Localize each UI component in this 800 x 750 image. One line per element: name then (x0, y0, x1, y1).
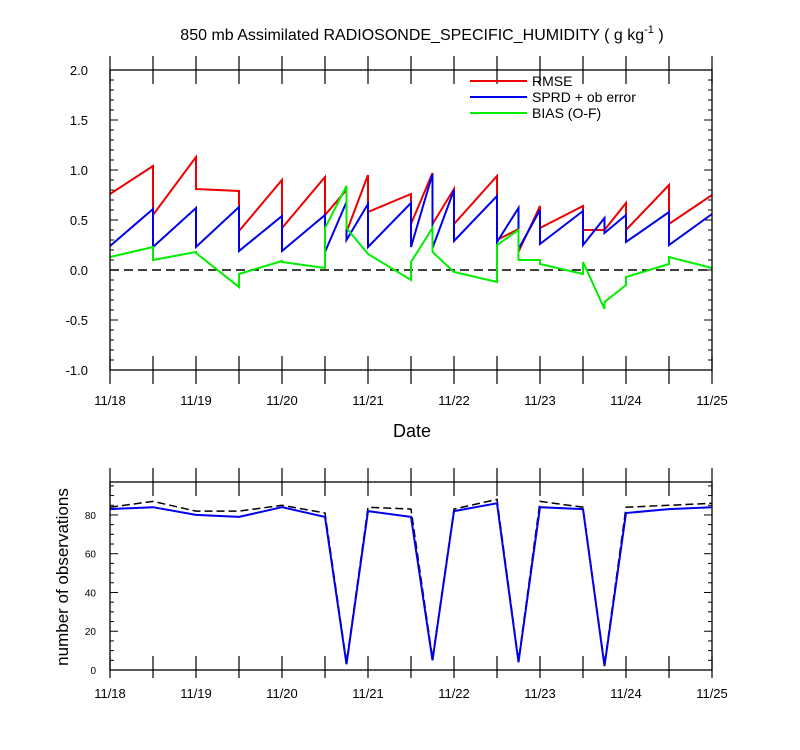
x-tick-label: 11/21 (352, 686, 384, 701)
x-tick-label: 11/23 (524, 686, 556, 701)
x-tick-label: 11/21 (352, 393, 384, 408)
top-plot-series (109, 153, 713, 310)
x-tick-label: 11/24 (610, 393, 642, 408)
y-tick-label: 1.0 (70, 163, 88, 178)
x-tick-label: 11/25 (696, 686, 728, 701)
y-tick-label: 0.0 (70, 263, 88, 278)
y-tick-label: 2.0 (70, 63, 88, 78)
y-tick-label: 40 (85, 588, 97, 599)
top-y-tick-labels: 2.0 1.5 1.0 0.5 0.0 -0.5 -1.0 (66, 63, 88, 378)
y-tick-label: 0 (90, 666, 96, 677)
y-tick-label: 1.5 (70, 113, 88, 128)
series-line-sprd-ob-error (109, 173, 713, 254)
legend: RMSE SPRD + ob error BIAS (O-F) (470, 73, 636, 121)
top-plot-frame (109, 69, 713, 371)
x-tick-label: 11/23 (524, 393, 556, 408)
x-tick-label: 11/19 (180, 686, 212, 701)
y-tick-label: 60 (85, 550, 97, 561)
x-tick-label: 11/24 (610, 686, 642, 701)
x-tick-label: 11/20 (266, 686, 298, 701)
bottom-x-tick-labels: 11/18 11/19 11/20 11/21 11/22 11/23 11/24 11/25 (94, 686, 728, 701)
x-tick-label: 11/22 (438, 393, 470, 408)
y-tick-label: -1.0 (66, 363, 88, 378)
series-line-assimilated-observations (109, 502, 713, 667)
x-tick-label: 11/19 (180, 393, 212, 408)
legend-label-bias: BIAS (O-F) (532, 105, 601, 121)
bottom-plot-frame (109, 481, 713, 671)
bottom-plot-series (109, 498, 713, 667)
x-tick-label: 11/25 (696, 393, 728, 408)
top-x-tick-labels: 11/18 11/19 11/20 11/21 11/22 11/23 11/24 11/25 (94, 393, 728, 408)
x-tick-label: 11/18 (94, 393, 126, 408)
x-tick-label: 11/20 (266, 393, 298, 408)
x-tick-label: 11/18 (94, 686, 126, 701)
y-tick-label: 20 (85, 627, 97, 638)
bottom-y-tick-labels: 0 20 40 60 80 (85, 511, 97, 677)
y-tick-label: -0.5 (66, 313, 88, 328)
legend-label-sprd: SPRD + ob error (532, 89, 636, 105)
y-tick-label: 80 (85, 511, 97, 522)
bottom-axis-ticks (109, 468, 713, 678)
x-axis-label: Date (393, 421, 431, 441)
series-line-possible-observations (109, 498, 713, 665)
legend-label-rmse: RMSE (532, 73, 572, 89)
x-tick-label: 11/22 (438, 686, 470, 701)
y-axis-label-observations: number of observations (53, 488, 72, 666)
series-line-bias-o-f (109, 185, 713, 310)
chart-title: 850 mb Assimilated RADIOSONDE_SPECIFIC_H… (180, 24, 663, 44)
y-tick-label: 0.5 (70, 213, 88, 228)
